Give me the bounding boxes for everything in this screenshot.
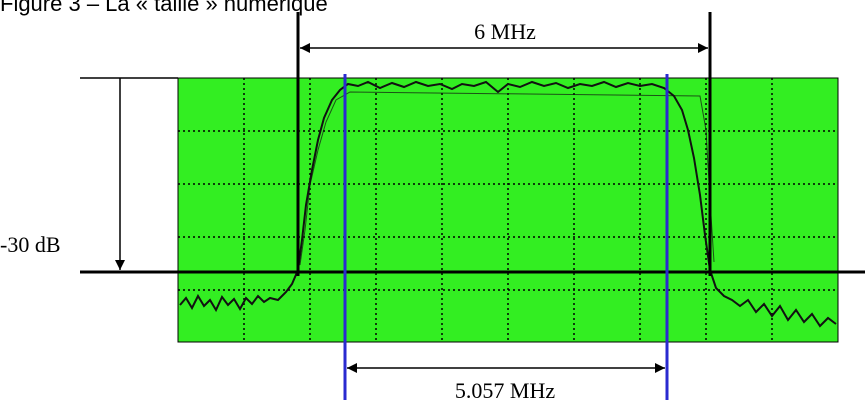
level-label: -30 dB [0, 232, 61, 257]
channel-width-label: 6 MHz [474, 19, 536, 44]
figure-title: Figure 3 – La « taille » numérique [0, 0, 328, 16]
analyzer-screen [178, 78, 838, 342]
diagram: Figure 3 – La « taille » numérique [0, 0, 865, 405]
measured-width-label: 5.057 MHz [455, 378, 555, 403]
